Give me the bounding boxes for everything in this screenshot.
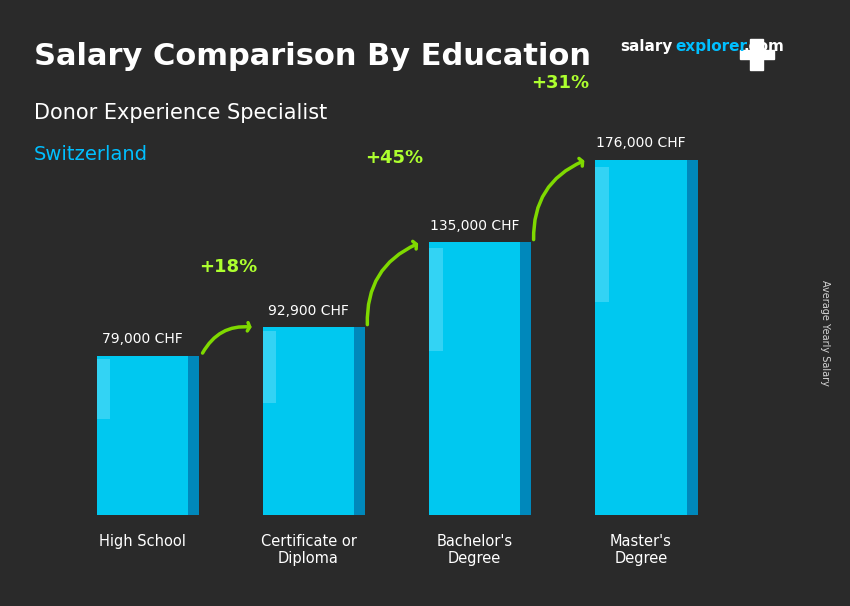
Text: .com: .com — [744, 39, 785, 55]
Text: Salary Comparison By Education: Salary Comparison By Education — [34, 42, 591, 72]
Text: +31%: +31% — [531, 74, 589, 92]
Text: 135,000 CHF: 135,000 CHF — [430, 219, 519, 233]
Polygon shape — [687, 159, 698, 515]
Text: 176,000 CHF: 176,000 CHF — [596, 136, 686, 150]
Bar — [263, 331, 276, 402]
Bar — [263, 327, 354, 515]
Bar — [750, 39, 763, 70]
Text: Switzerland: Switzerland — [34, 145, 148, 164]
Bar — [97, 359, 110, 419]
Bar — [263, 327, 354, 515]
Bar — [740, 50, 774, 59]
Bar — [97, 356, 188, 515]
Text: explorer: explorer — [676, 39, 748, 55]
Bar — [429, 248, 443, 351]
Polygon shape — [520, 242, 531, 515]
Text: 92,900 CHF: 92,900 CHF — [268, 304, 348, 318]
Text: salary: salary — [620, 39, 673, 55]
Text: Average Yearly Salary: Average Yearly Salary — [819, 281, 830, 386]
Text: +18%: +18% — [199, 258, 257, 276]
Text: Donor Experience Specialist: Donor Experience Specialist — [34, 103, 327, 123]
Text: 79,000 CHF: 79,000 CHF — [102, 333, 183, 347]
Bar — [595, 159, 687, 515]
Bar — [97, 356, 188, 515]
Bar — [429, 242, 520, 515]
Polygon shape — [188, 356, 199, 515]
Text: +45%: +45% — [365, 148, 423, 167]
Bar — [595, 167, 609, 302]
Bar — [595, 159, 687, 515]
Bar — [429, 242, 520, 515]
Polygon shape — [354, 327, 366, 515]
